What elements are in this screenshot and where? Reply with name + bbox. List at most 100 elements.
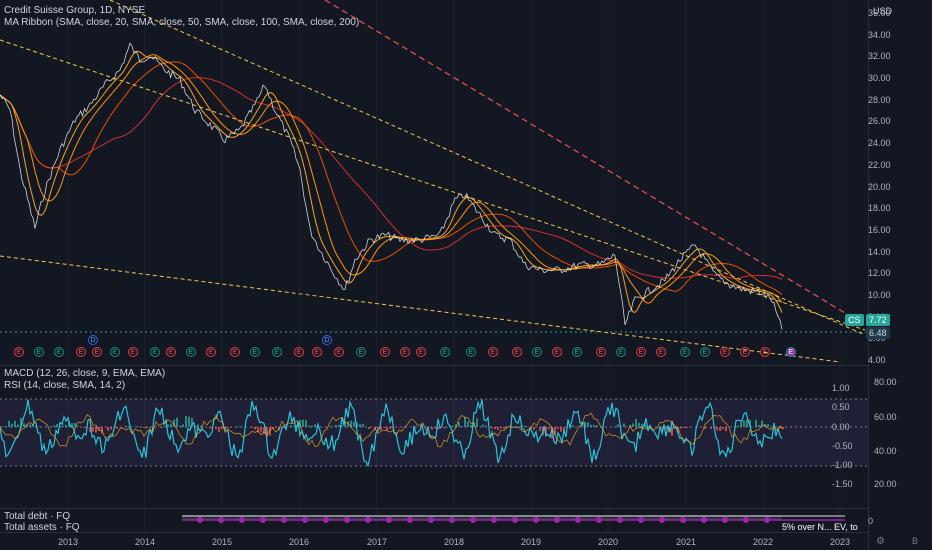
macd-histogram-bar: [305, 419, 307, 427]
earnings-event-icon[interactable]: E: [294, 347, 304, 357]
macd-histogram-bar: [125, 425, 127, 427]
macd-histogram-bar: [257, 427, 259, 433]
macd-histogram-bar: [725, 427, 727, 432]
macd-histogram-bar: [83, 427, 85, 429]
macd-histogram-bar: [209, 427, 211, 429]
macd-histogram-bar: [497, 427, 499, 430]
earnings-event-icon[interactable]: E: [76, 347, 86, 357]
earnings-event-icon[interactable]: E: [54, 347, 64, 357]
macd-tick: -1.50: [832, 479, 853, 489]
macd-histogram-bar: [173, 419, 175, 427]
macd-histogram-bar: [554, 427, 556, 435]
macd-histogram-bar: [581, 421, 583, 427]
macd-histogram-bar: [11, 423, 13, 427]
earnings-event-icon[interactable]: E: [740, 347, 750, 357]
earnings-event-icon[interactable]: E: [92, 347, 102, 357]
earnings-event-icon[interactable]: E: [596, 347, 606, 357]
earnings-event-icon[interactable]: E: [720, 347, 730, 357]
price-tick: 26.00: [868, 116, 891, 127]
macd-histogram-bar: [740, 421, 742, 427]
earnings-event-icon[interactable]: E: [616, 347, 626, 357]
mid-trendline: [0, 39, 866, 331]
macd-histogram-bar: [8, 420, 10, 427]
macd-histogram-bar: [620, 426, 622, 427]
earnings-event-icon[interactable]: E: [186, 347, 196, 357]
earnings-event-icon[interactable]: E: [532, 347, 542, 357]
macd-histogram-bar: [218, 427, 220, 432]
earnings-event-icon[interactable]: E: [572, 347, 582, 357]
earnings-event-icon[interactable]: E: [312, 347, 322, 357]
macd-histogram-bar: [722, 427, 724, 430]
macd-histogram-bar: [593, 425, 595, 427]
rsi-legend[interactable]: RSI (14, close, SMA, 14, 2): [4, 380, 126, 391]
scale-toggle-icon[interactable]: B: [912, 536, 919, 546]
earnings-event-icon[interactable]: E: [700, 347, 710, 357]
macd-histogram-bar: [62, 425, 64, 427]
macd-histogram-bar: [683, 427, 685, 429]
macd-histogram-bar: [188, 416, 190, 427]
earnings-event-icon[interactable]: E: [34, 347, 44, 357]
macd-histogram-bar: [632, 423, 634, 427]
earnings-event-icon[interactable]: E: [110, 347, 120, 357]
macd-histogram-bar: [92, 427, 94, 432]
macd-histogram-bar: [149, 427, 151, 429]
symbol-title[interactable]: Credit Suisse Group, 1D, NYSE: [4, 5, 146, 16]
macd-histogram-bar: [680, 427, 682, 429]
earnings-event-icon[interactable]: E: [656, 347, 666, 357]
macd-histogram-bar: [35, 425, 37, 427]
macd-histogram-bar: [2, 426, 4, 427]
pane-separator[interactable]: [0, 508, 868, 509]
macd-histogram-bar: [14, 420, 16, 427]
earnings-event-icon[interactable]: E: [786, 347, 796, 357]
macd-histogram-bar: [395, 427, 397, 428]
earnings-event-icon[interactable]: E: [760, 347, 770, 357]
earnings-event-icon[interactable]: E: [128, 347, 138, 357]
ma-ribbon-legend[interactable]: MA Ribbon (SMA, close, 20, SMA, close, 5…: [4, 17, 360, 28]
price-axis[interactable]: [868, 0, 932, 550]
macd-histogram-bar: [95, 427, 97, 433]
earnings-event-icon[interactable]: E: [680, 347, 690, 357]
last-price-badge: 7.72: [866, 314, 890, 326]
macd-tick: -0.50: [832, 441, 853, 451]
earnings-event-icon[interactable]: E: [334, 347, 344, 357]
macd-histogram-bar: [77, 425, 79, 427]
earnings-event-icon[interactable]: E: [512, 347, 522, 357]
macd-histogram-bar: [500, 427, 502, 429]
macd-histogram-bar: [263, 427, 265, 435]
earnings-event-icon[interactable]: E: [272, 347, 282, 357]
macd-histogram-bar: [137, 426, 139, 427]
earnings-event-icon[interactable]: E: [416, 347, 426, 357]
macd-histogram-bar: [368, 427, 370, 429]
earnings-event-icon[interactable]: E: [14, 347, 24, 357]
total-assets-legend[interactable]: Total assets · FQ: [4, 522, 80, 533]
macd-histogram-bar: [335, 424, 337, 427]
earnings-event-icon[interactable]: E: [440, 347, 450, 357]
earnings-event-icon[interactable]: E: [166, 347, 176, 357]
year-tick: 2023: [829, 537, 851, 547]
macd-histogram-bar: [464, 417, 466, 427]
macd-histogram-bar: [533, 427, 535, 430]
earnings-event-icon[interactable]: E: [636, 347, 646, 357]
total-debt-legend[interactable]: Total debt · FQ: [4, 511, 71, 522]
earnings-event-icon[interactable]: E: [380, 347, 390, 357]
earnings-event-icon[interactable]: E: [466, 347, 476, 357]
macd-histogram-bar: [452, 425, 454, 427]
earnings-event-icon[interactable]: E: [250, 347, 260, 357]
dividend-event-icon[interactable]: D: [322, 335, 332, 345]
macd-histogram-bar: [617, 424, 619, 427]
earnings-event-icon[interactable]: E: [552, 347, 562, 357]
pane-separator[interactable]: [0, 365, 868, 366]
earnings-event-icon[interactable]: E: [356, 347, 366, 357]
earnings-event-icon[interactable]: E: [230, 347, 240, 357]
settings-gear-icon[interactable]: ⚙: [876, 536, 885, 547]
earnings-event-icon[interactable]: E: [150, 347, 160, 357]
dividend-event-icon[interactable]: D: [88, 335, 98, 345]
macd-legend[interactable]: MACD (12, 26, close, 9, EMA, EMA): [4, 368, 166, 379]
macd-histogram-bar: [320, 426, 322, 427]
rsi-tick: 80.00: [874, 377, 897, 387]
earnings-event-icon[interactable]: E: [206, 347, 216, 357]
earnings-event-icon[interactable]: E: [400, 347, 410, 357]
earnings-event-icon[interactable]: E: [488, 347, 498, 357]
macd-histogram-bar: [260, 427, 262, 432]
